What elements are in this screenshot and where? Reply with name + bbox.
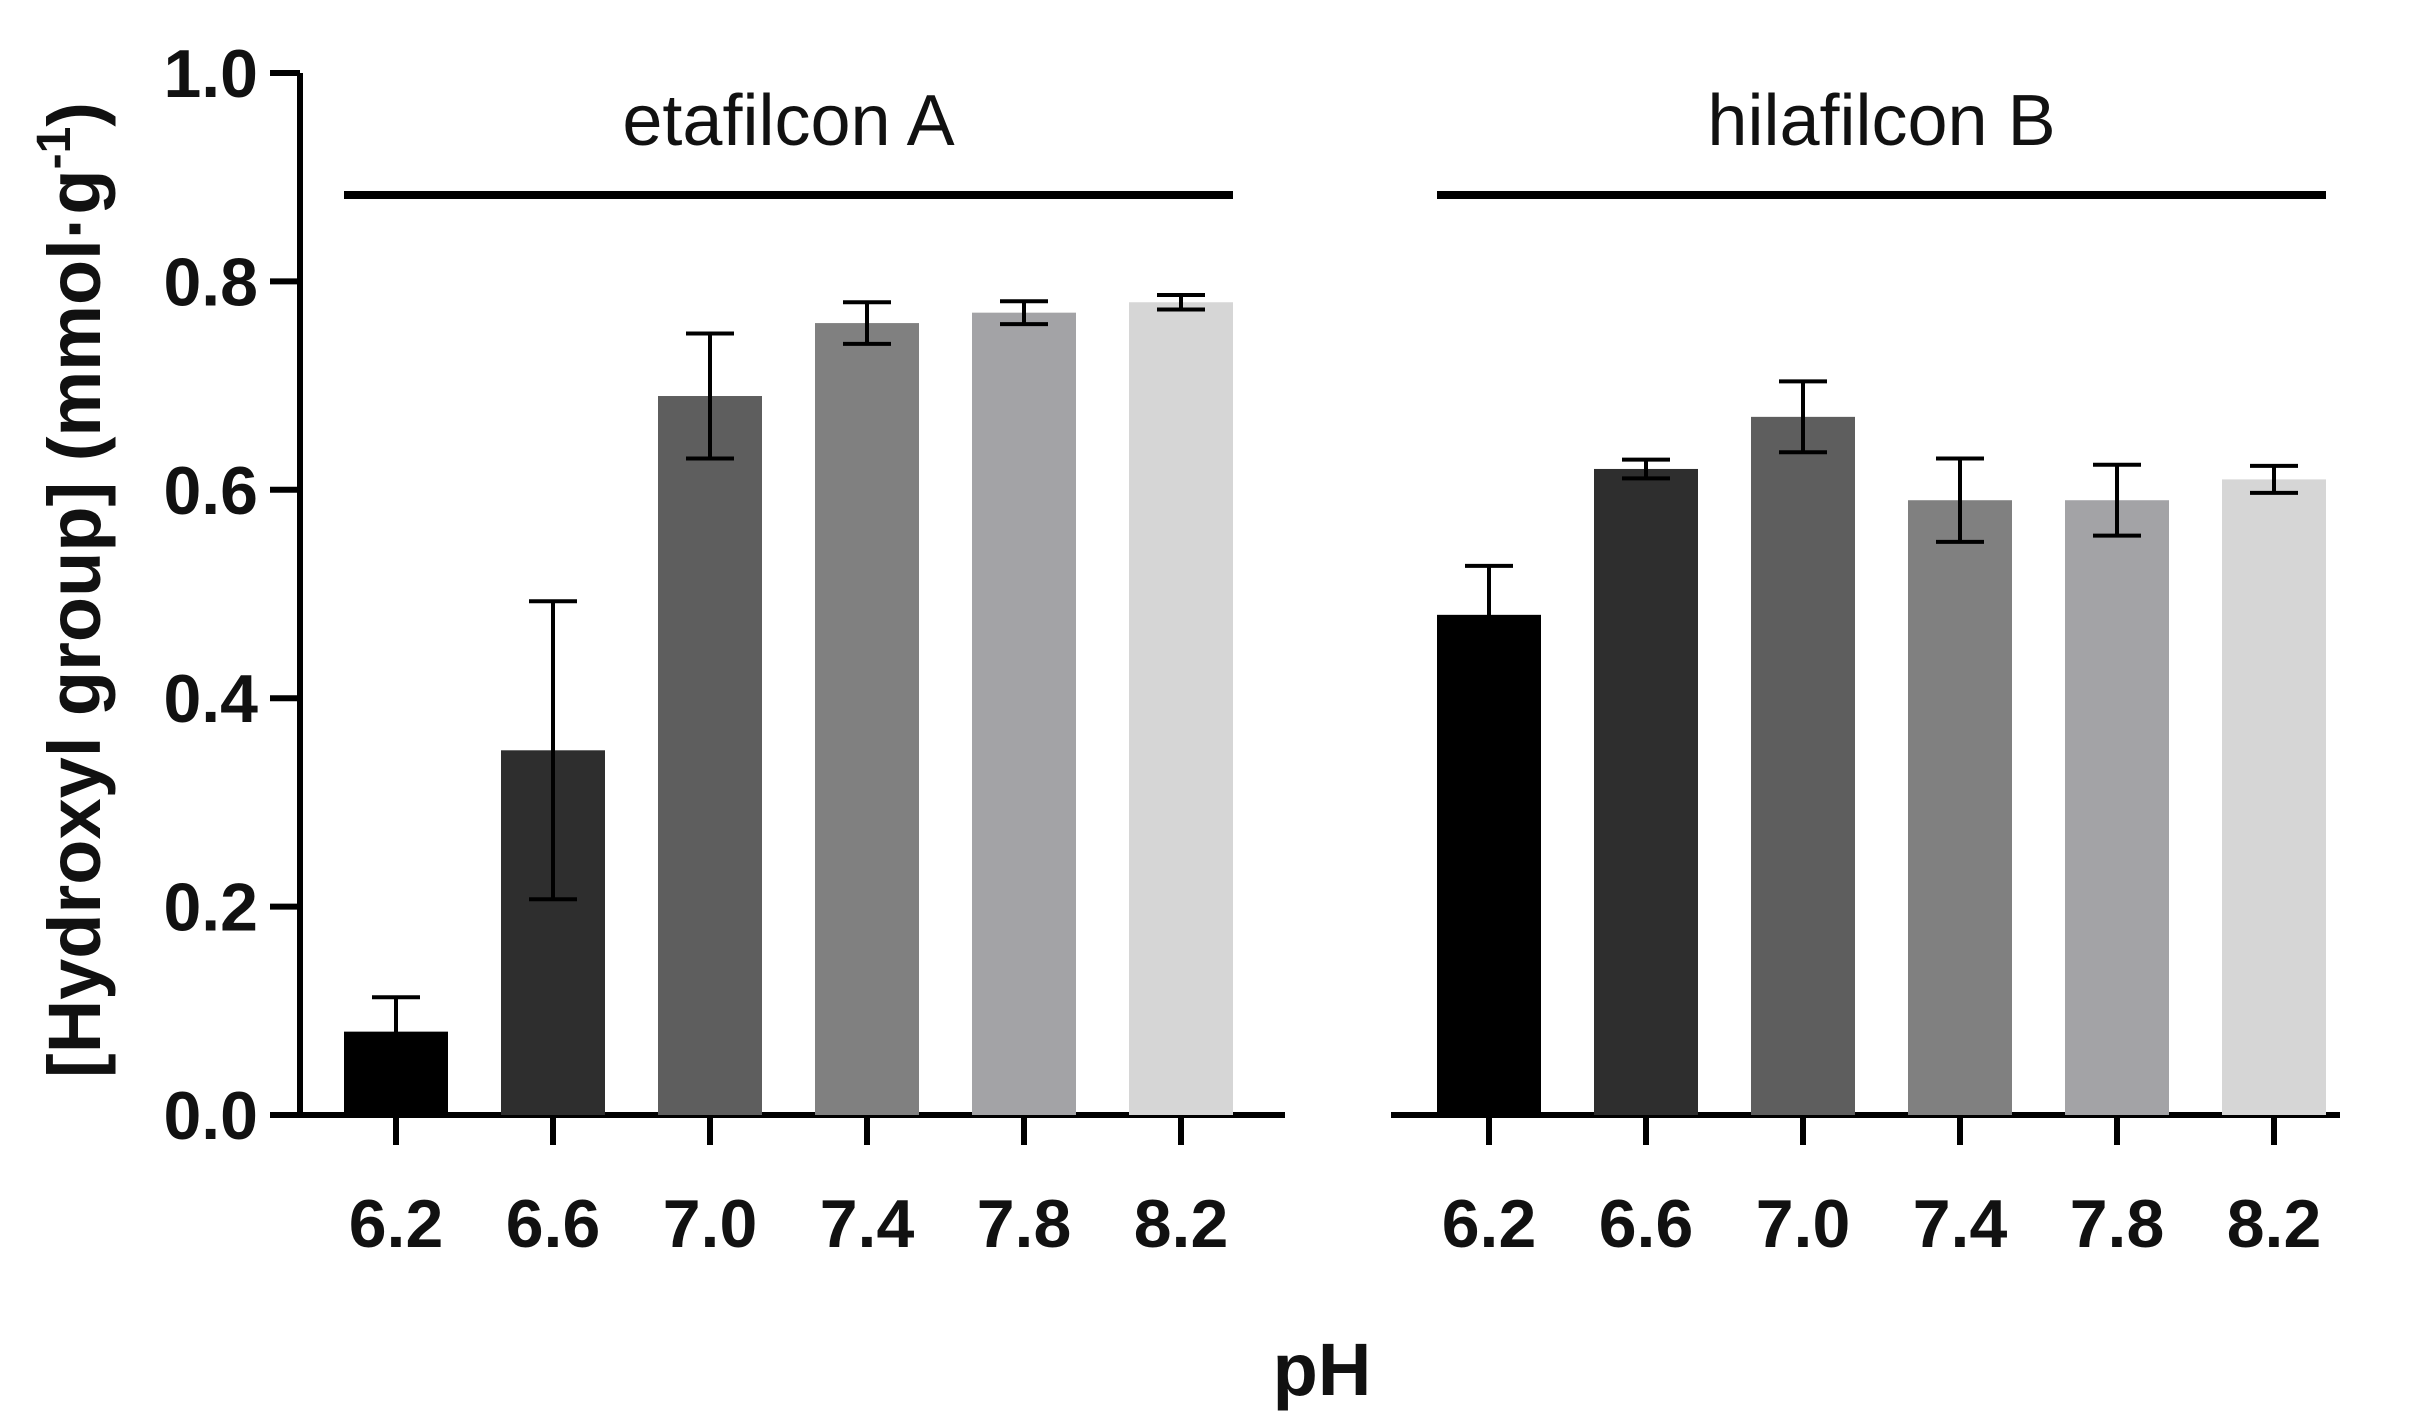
group-annotations: etafilcon A hilafilcon B (344, 81, 2326, 199)
y-tick-label: 0.2 (163, 870, 258, 946)
x-tick-label: 7.8 (2070, 1186, 2165, 1262)
x-axis-title: pH (1273, 1328, 1372, 1411)
x-tick-label: 7.0 (663, 1186, 758, 1262)
y-tick-label: 0.4 (163, 661, 258, 737)
x-tick-label: 6.6 (1599, 1186, 1694, 1262)
x-tick-label: 6.2 (1442, 1186, 1537, 1262)
group-label: hilafilcon B (1707, 81, 2055, 161)
y-tick-label: 0.8 (163, 244, 258, 320)
bar (972, 312, 1076, 1115)
bar (1594, 468, 1698, 1116)
bars (344, 302, 2326, 1116)
bar (1751, 416, 1855, 1115)
y-tick-label: 1.0 (163, 36, 258, 112)
bar (2065, 500, 2169, 1116)
x-tick-label: 6.6 (506, 1186, 601, 1262)
bar (1908, 500, 2012, 1116)
y-axis: 0.0 0.2 0.4 0.6 0.8 1.0 (163, 36, 303, 1154)
y-axis-title-main: [Hydroxyl group] (mmol·g (33, 169, 116, 1078)
bar (815, 323, 919, 1116)
x-tick-label: 7.0 (1756, 1186, 1851, 1262)
bar (1129, 302, 1233, 1115)
y-axis-title-suffix: ) (33, 102, 116, 127)
bar (658, 396, 762, 1115)
x-tick-label: 7.8 (977, 1186, 1072, 1262)
x-axis: 6.2 6.6 7.0 7.4 7.8 8.2 6.2 6.6 7.0 7.4 7.8 8.2 (297, 1112, 2340, 1262)
x-tick-label: 7.4 (1913, 1186, 2008, 1262)
bar (1437, 614, 1541, 1115)
bar (2222, 479, 2326, 1115)
x-tick-label: 7.4 (820, 1186, 915, 1262)
y-tick-label: 0.6 (163, 453, 258, 529)
y-tick-label: 0.0 (163, 1078, 258, 1154)
x-tick-label: 8.2 (2227, 1186, 2322, 1262)
y-axis-title-superscript: -1 (28, 127, 81, 170)
x-tick-label: 8.2 (1134, 1186, 1229, 1262)
x-tick-label: 6.2 (349, 1186, 444, 1262)
y-axis-title: [Hydroxyl group] (mmol·g-1) (28, 102, 116, 1078)
group-label: etafilcon A (622, 81, 954, 161)
error-bars (372, 292, 2298, 1069)
